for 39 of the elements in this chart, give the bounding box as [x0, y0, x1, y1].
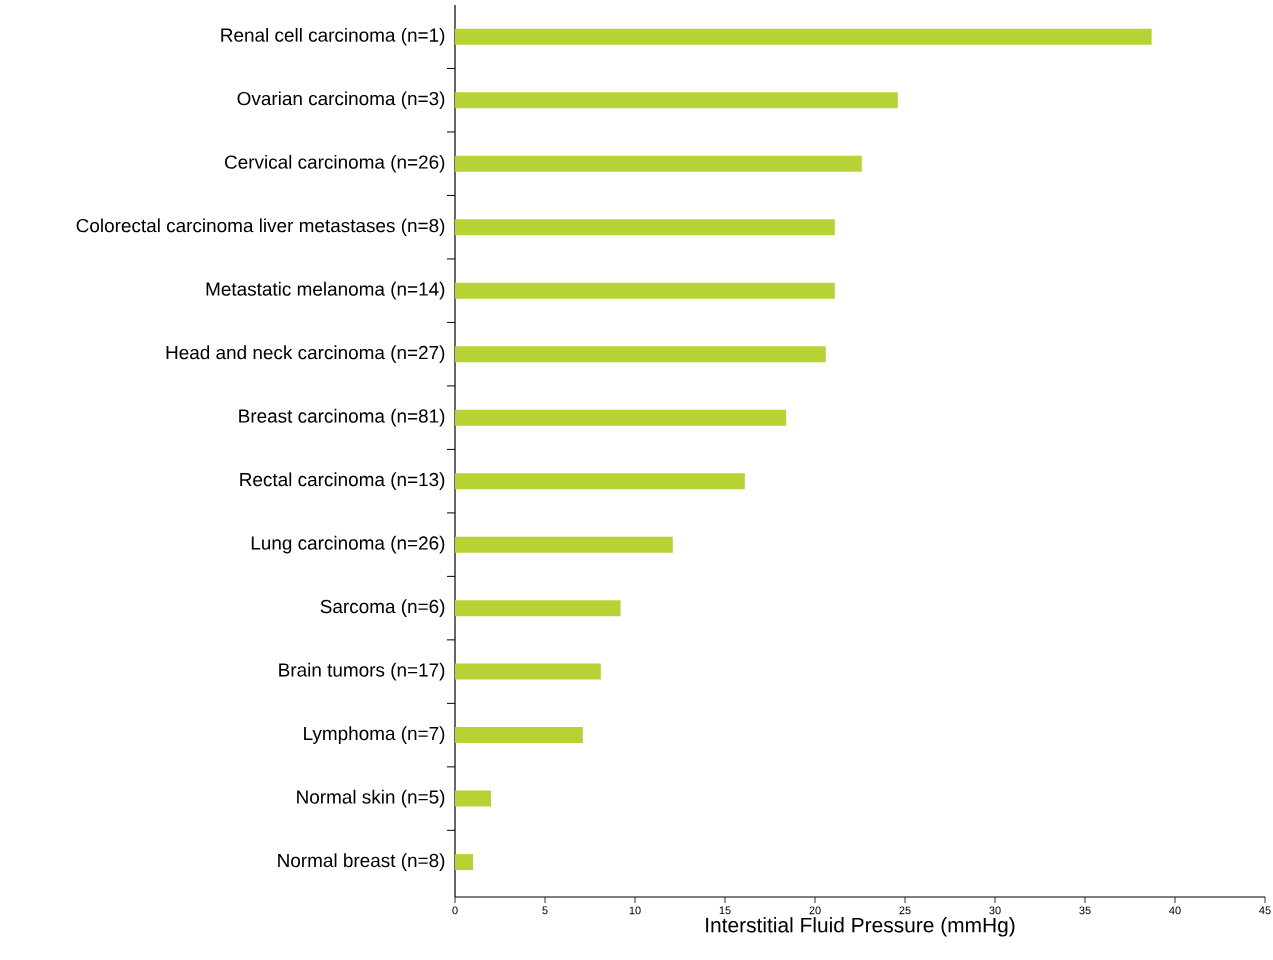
y-tick-label: Head and neck carcinoma (n=27) [166, 345, 445, 363]
bar [455, 409, 787, 426]
y-tick-label: Sarcoma (n=6) [320, 599, 445, 617]
bar [455, 219, 835, 236]
bar [455, 727, 583, 744]
y-tick-label: Breast carcinoma (n=81) [239, 408, 445, 427]
x-tick-label: 40 [1169, 906, 1181, 915]
y-tick-label: Renal cell carcinoma (n=1) [221, 27, 445, 46]
bar [455, 473, 745, 490]
x-tick-label: 20 [809, 906, 821, 915]
x-tick-label: 30 [989, 906, 1001, 915]
x-tick-label: 10 [629, 906, 641, 915]
x-tick-label: 45 [1259, 906, 1271, 915]
y-tick-label: Normal skin (n=5) [297, 789, 445, 808]
bar [455, 282, 835, 299]
bar [455, 346, 826, 363]
x-axis-title: Interstitial Fluid Pressure (mmHg) [706, 917, 1015, 937]
bar [455, 854, 474, 871]
y-tick-label: Colorectal carcinoma liver metastases (n=8) [76, 218, 445, 237]
y-tick-label: Metastatic melanoma (n=14) [206, 281, 445, 300]
y-tick-label: Cervical carcinoma (n=26) [224, 154, 445, 173]
bar [455, 92, 898, 109]
y-tick-label: Normal breast (n=8) [278, 853, 445, 871]
y-tick-label: Lung carcinoma (n=26) [251, 535, 445, 554]
x-tick-label: 0 [452, 906, 458, 915]
bar [455, 28, 1152, 45]
x-tick-label: 25 [899, 906, 911, 915]
x-tick-label: 5 [542, 906, 548, 915]
y-tick-label: Lymphoma (n=7) [304, 726, 445, 744]
bar [455, 663, 601, 680]
y-tick-label: Ovarian carcinoma (n=3) [237, 91, 445, 110]
bar [455, 536, 673, 553]
y-tick-label: Rectal carcinoma (n=13) [240, 472, 445, 490]
bar [455, 600, 621, 617]
x-tick-label: 15 [719, 906, 731, 915]
x-tick-label: 35 [1079, 906, 1091, 915]
bar [455, 155, 862, 172]
y-tick-label: Brain tumors (n=17) [279, 662, 445, 681]
bar [455, 790, 492, 807]
